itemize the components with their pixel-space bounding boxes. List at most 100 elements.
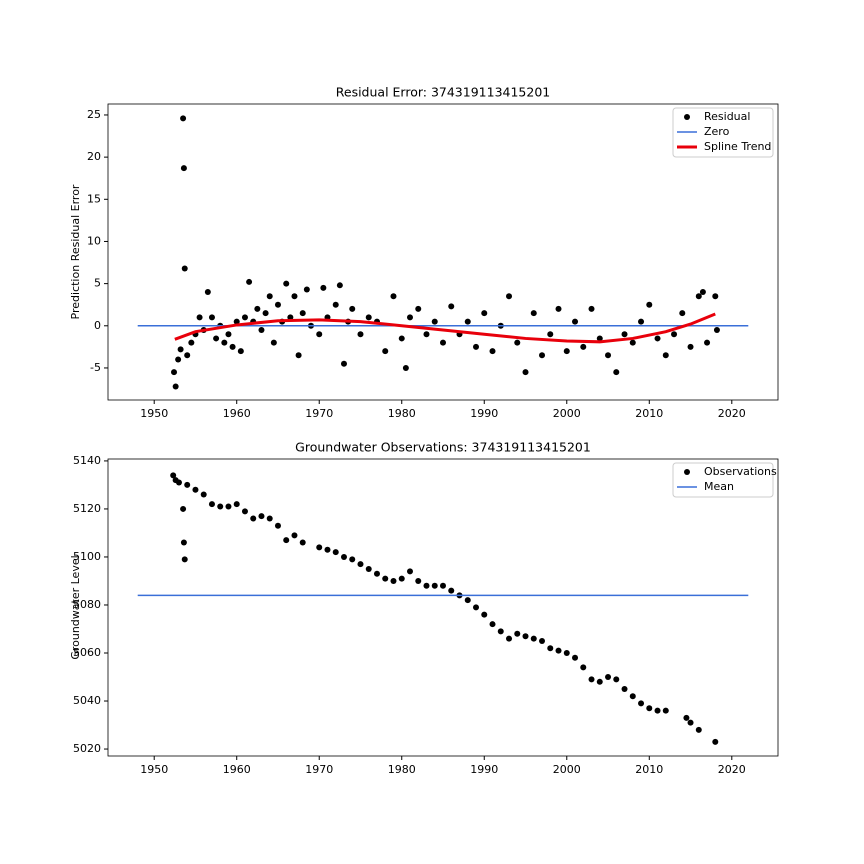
y-tick-label: -5 (90, 361, 101, 374)
x-tick-label: 1960 (223, 407, 251, 420)
y-tick-label: 5020 (73, 742, 101, 755)
data-point (316, 544, 323, 551)
legend-label: Residual (704, 110, 750, 123)
data-point (332, 549, 339, 556)
data-point (580, 343, 587, 350)
data-point (303, 286, 310, 293)
data-point (241, 314, 248, 321)
data-point (423, 582, 430, 589)
data-point (270, 339, 277, 346)
data-point (283, 537, 290, 544)
chart-title: Groundwater Observations: 37431911341520… (295, 440, 591, 455)
data-point (662, 707, 669, 714)
data-point (200, 491, 207, 498)
data-point (225, 331, 232, 338)
data-point (712, 738, 719, 745)
legend-marker (684, 114, 690, 120)
data-point (530, 310, 537, 317)
data-point (448, 303, 455, 310)
y-tick-label: 5140 (73, 454, 101, 467)
data-point (712, 293, 719, 300)
data-point (695, 293, 702, 300)
data-point (357, 331, 364, 338)
data-point (563, 649, 570, 656)
data-point (464, 597, 471, 604)
data-point (646, 705, 653, 712)
data-point (695, 726, 702, 733)
data-point (431, 318, 438, 325)
data-point (324, 546, 331, 553)
data-point (373, 570, 380, 577)
legend-label: Mean (704, 480, 734, 493)
y-tick-label: 20 (87, 150, 101, 163)
data-point (646, 301, 653, 308)
data-point (539, 637, 546, 644)
data-point (683, 714, 690, 721)
x-tick-label: 2010 (635, 407, 663, 420)
data-point (687, 343, 694, 350)
x-tick-label: 2020 (718, 763, 746, 776)
data-point (613, 676, 620, 683)
data-point (522, 369, 529, 376)
data-point (464, 318, 471, 325)
data-point (225, 503, 232, 510)
data-point (287, 314, 294, 321)
data-point (613, 369, 620, 376)
y-tick-label: 15 (87, 192, 101, 205)
data-point (320, 284, 327, 291)
data-point (539, 352, 546, 359)
data-point (572, 318, 579, 325)
data-point (299, 310, 306, 317)
data-point (654, 707, 661, 714)
y-tick-label: 5060 (73, 646, 101, 659)
data-point (563, 348, 570, 355)
data-point (390, 577, 397, 584)
data-point (687, 719, 694, 726)
data-point (233, 501, 240, 508)
data-point (258, 327, 265, 334)
data-point (382, 348, 389, 355)
data-point (704, 339, 711, 346)
data-point (237, 348, 244, 355)
legend-label: Zero (704, 125, 730, 138)
data-point (246, 278, 253, 285)
data-point (180, 539, 187, 546)
data-point (530, 635, 537, 642)
data-point (402, 364, 409, 371)
chart-title: Residual Error: 374319113415201 (336, 85, 551, 100)
data-point (204, 289, 211, 296)
data-point (406, 568, 413, 575)
legend-box (672, 107, 774, 158)
data-point (605, 674, 612, 681)
y-tick-label: 5040 (73, 694, 101, 707)
x-tick-label: 2020 (718, 407, 746, 420)
series-line (174, 312, 716, 344)
data-point (241, 508, 248, 515)
data-point (221, 339, 228, 346)
legend-box (672, 462, 774, 498)
x-tick-label: 1970 (305, 407, 333, 420)
data-point (258, 513, 265, 520)
data-point (181, 265, 188, 272)
data-point (440, 339, 446, 346)
data-point (349, 556, 356, 563)
data-point (398, 335, 405, 342)
y-tick-label: 0 (94, 319, 101, 332)
data-point (580, 664, 587, 671)
y-tick-label: 5080 (73, 598, 101, 611)
data-point (254, 305, 261, 312)
data-point (415, 305, 422, 312)
data-point (336, 282, 343, 289)
data-point (638, 318, 645, 325)
x-tick-label: 1960 (223, 763, 251, 776)
data-point (250, 515, 257, 522)
data-point (299, 539, 306, 546)
x-tick-label: 1950 (140, 407, 168, 420)
x-tick-label: 1970 (305, 763, 333, 776)
data-point (295, 352, 302, 359)
data-point (596, 335, 603, 342)
data-point (555, 305, 562, 312)
data-point (473, 604, 480, 611)
data-point (291, 532, 298, 539)
legend-label: Spline Trend (704, 140, 771, 153)
